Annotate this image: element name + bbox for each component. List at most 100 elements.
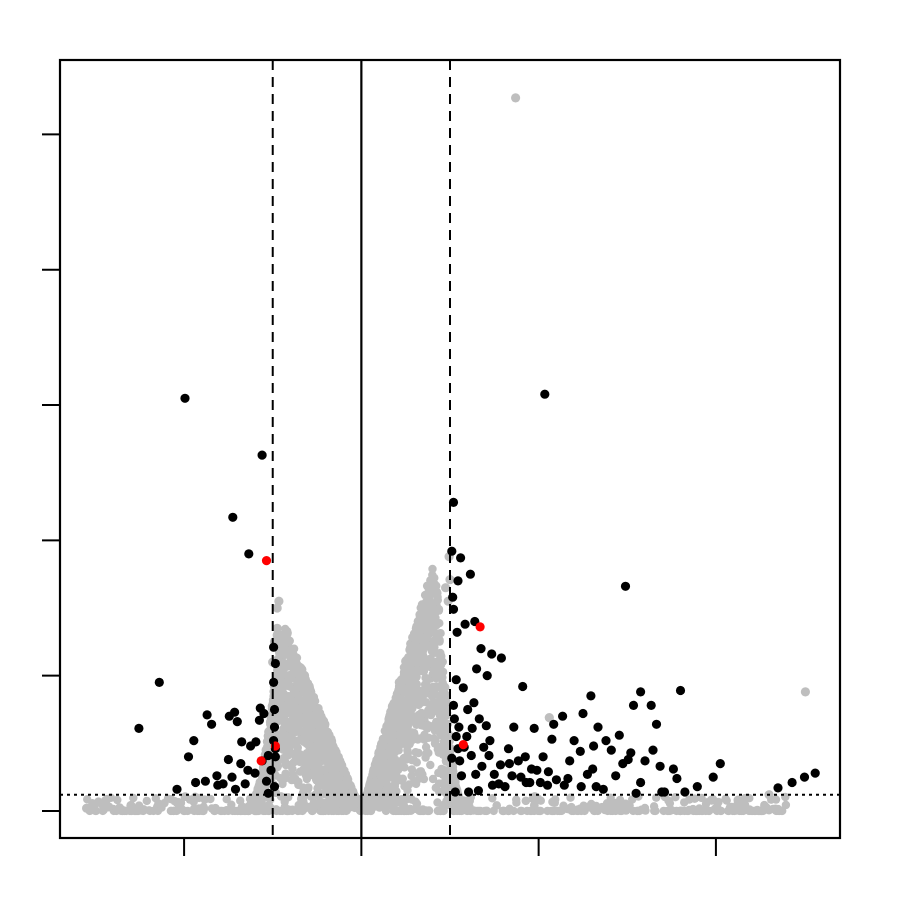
bg-point xyxy=(312,758,321,767)
data-point xyxy=(576,782,586,792)
data-point xyxy=(447,753,457,763)
bg-point xyxy=(652,793,661,802)
bg-point xyxy=(774,804,783,814)
data-point xyxy=(230,784,241,794)
bg-point xyxy=(551,795,560,804)
bg-point xyxy=(390,781,399,790)
bg-point xyxy=(296,751,305,760)
data-point xyxy=(648,745,658,755)
data-point xyxy=(471,769,481,780)
bg-point xyxy=(278,647,287,656)
data-point xyxy=(510,93,521,103)
bg-point xyxy=(291,738,300,747)
bg-point xyxy=(413,631,422,641)
data-point xyxy=(477,761,487,771)
bg-point xyxy=(413,643,422,652)
data-point xyxy=(547,734,557,744)
bg-point xyxy=(713,804,722,813)
data-point xyxy=(189,736,199,746)
data-point xyxy=(518,681,528,692)
bg-point xyxy=(567,806,576,816)
bg-point xyxy=(310,802,319,811)
data-point xyxy=(134,723,144,734)
bg-point xyxy=(429,721,438,730)
data-point xyxy=(614,730,624,740)
bg-point xyxy=(581,802,590,811)
bg-point xyxy=(286,659,295,668)
bg-point xyxy=(379,758,389,767)
data-point xyxy=(504,759,514,769)
bg-point xyxy=(412,758,421,767)
data-point xyxy=(172,784,182,794)
data-point xyxy=(451,675,461,685)
bg-point xyxy=(272,759,282,768)
bg-point xyxy=(292,776,301,786)
bg-point xyxy=(294,711,303,720)
axes-layer xyxy=(42,58,842,856)
data-point xyxy=(578,708,588,719)
bg-point xyxy=(319,800,328,809)
data-point xyxy=(706,795,717,805)
bg-point xyxy=(394,806,404,816)
data-point xyxy=(535,777,546,788)
bg-point xyxy=(321,783,330,792)
bg-point xyxy=(421,742,431,752)
data-point xyxy=(593,722,603,732)
bg-point xyxy=(414,694,423,704)
bg-point xyxy=(321,774,330,783)
bg-point xyxy=(664,796,673,805)
data-point xyxy=(496,653,506,663)
bg-point xyxy=(425,613,435,622)
data-point xyxy=(82,803,92,813)
bg-point xyxy=(391,773,400,782)
bg-point xyxy=(272,806,281,816)
bg-point xyxy=(329,792,339,802)
bg-point xyxy=(625,801,634,810)
data-point xyxy=(244,549,254,559)
bg-point xyxy=(402,670,411,679)
data-point xyxy=(800,687,811,697)
data-point xyxy=(773,783,783,793)
data-point xyxy=(507,771,517,781)
data-point xyxy=(484,750,494,761)
data-point xyxy=(569,736,579,746)
bg-point xyxy=(672,806,681,816)
data-point xyxy=(448,604,459,614)
bg-point xyxy=(289,758,298,767)
data-point xyxy=(472,664,482,674)
bg-point xyxy=(400,782,409,791)
bg-point xyxy=(422,709,431,718)
bg-point xyxy=(383,729,392,739)
bg-point xyxy=(294,675,304,684)
data-point xyxy=(207,719,217,729)
bg-point xyxy=(754,806,763,816)
bg-point xyxy=(433,798,442,807)
data-point xyxy=(529,723,539,734)
bg-point xyxy=(376,742,385,752)
bg-point xyxy=(283,751,293,760)
data-point xyxy=(154,677,164,688)
data-point xyxy=(810,768,820,778)
bg-point xyxy=(333,774,342,784)
bg-point xyxy=(398,774,407,783)
bg-point xyxy=(419,774,429,784)
bg-point xyxy=(304,784,313,793)
data-point xyxy=(543,767,554,777)
data-point xyxy=(453,576,463,586)
bg-point xyxy=(300,729,309,738)
bg-point xyxy=(206,794,215,804)
data-point xyxy=(586,691,596,701)
data-point xyxy=(269,722,280,732)
bg-point xyxy=(129,793,138,803)
bg-point xyxy=(180,806,189,816)
data-point xyxy=(598,784,608,794)
bg-point xyxy=(405,663,415,673)
bg-point xyxy=(440,711,449,720)
bg-point xyxy=(392,763,401,772)
data-point xyxy=(230,707,240,717)
bg-point xyxy=(504,806,513,816)
bg-point xyxy=(418,721,428,730)
data-point xyxy=(474,714,484,724)
data-point xyxy=(692,782,702,792)
bg-point xyxy=(302,739,311,748)
